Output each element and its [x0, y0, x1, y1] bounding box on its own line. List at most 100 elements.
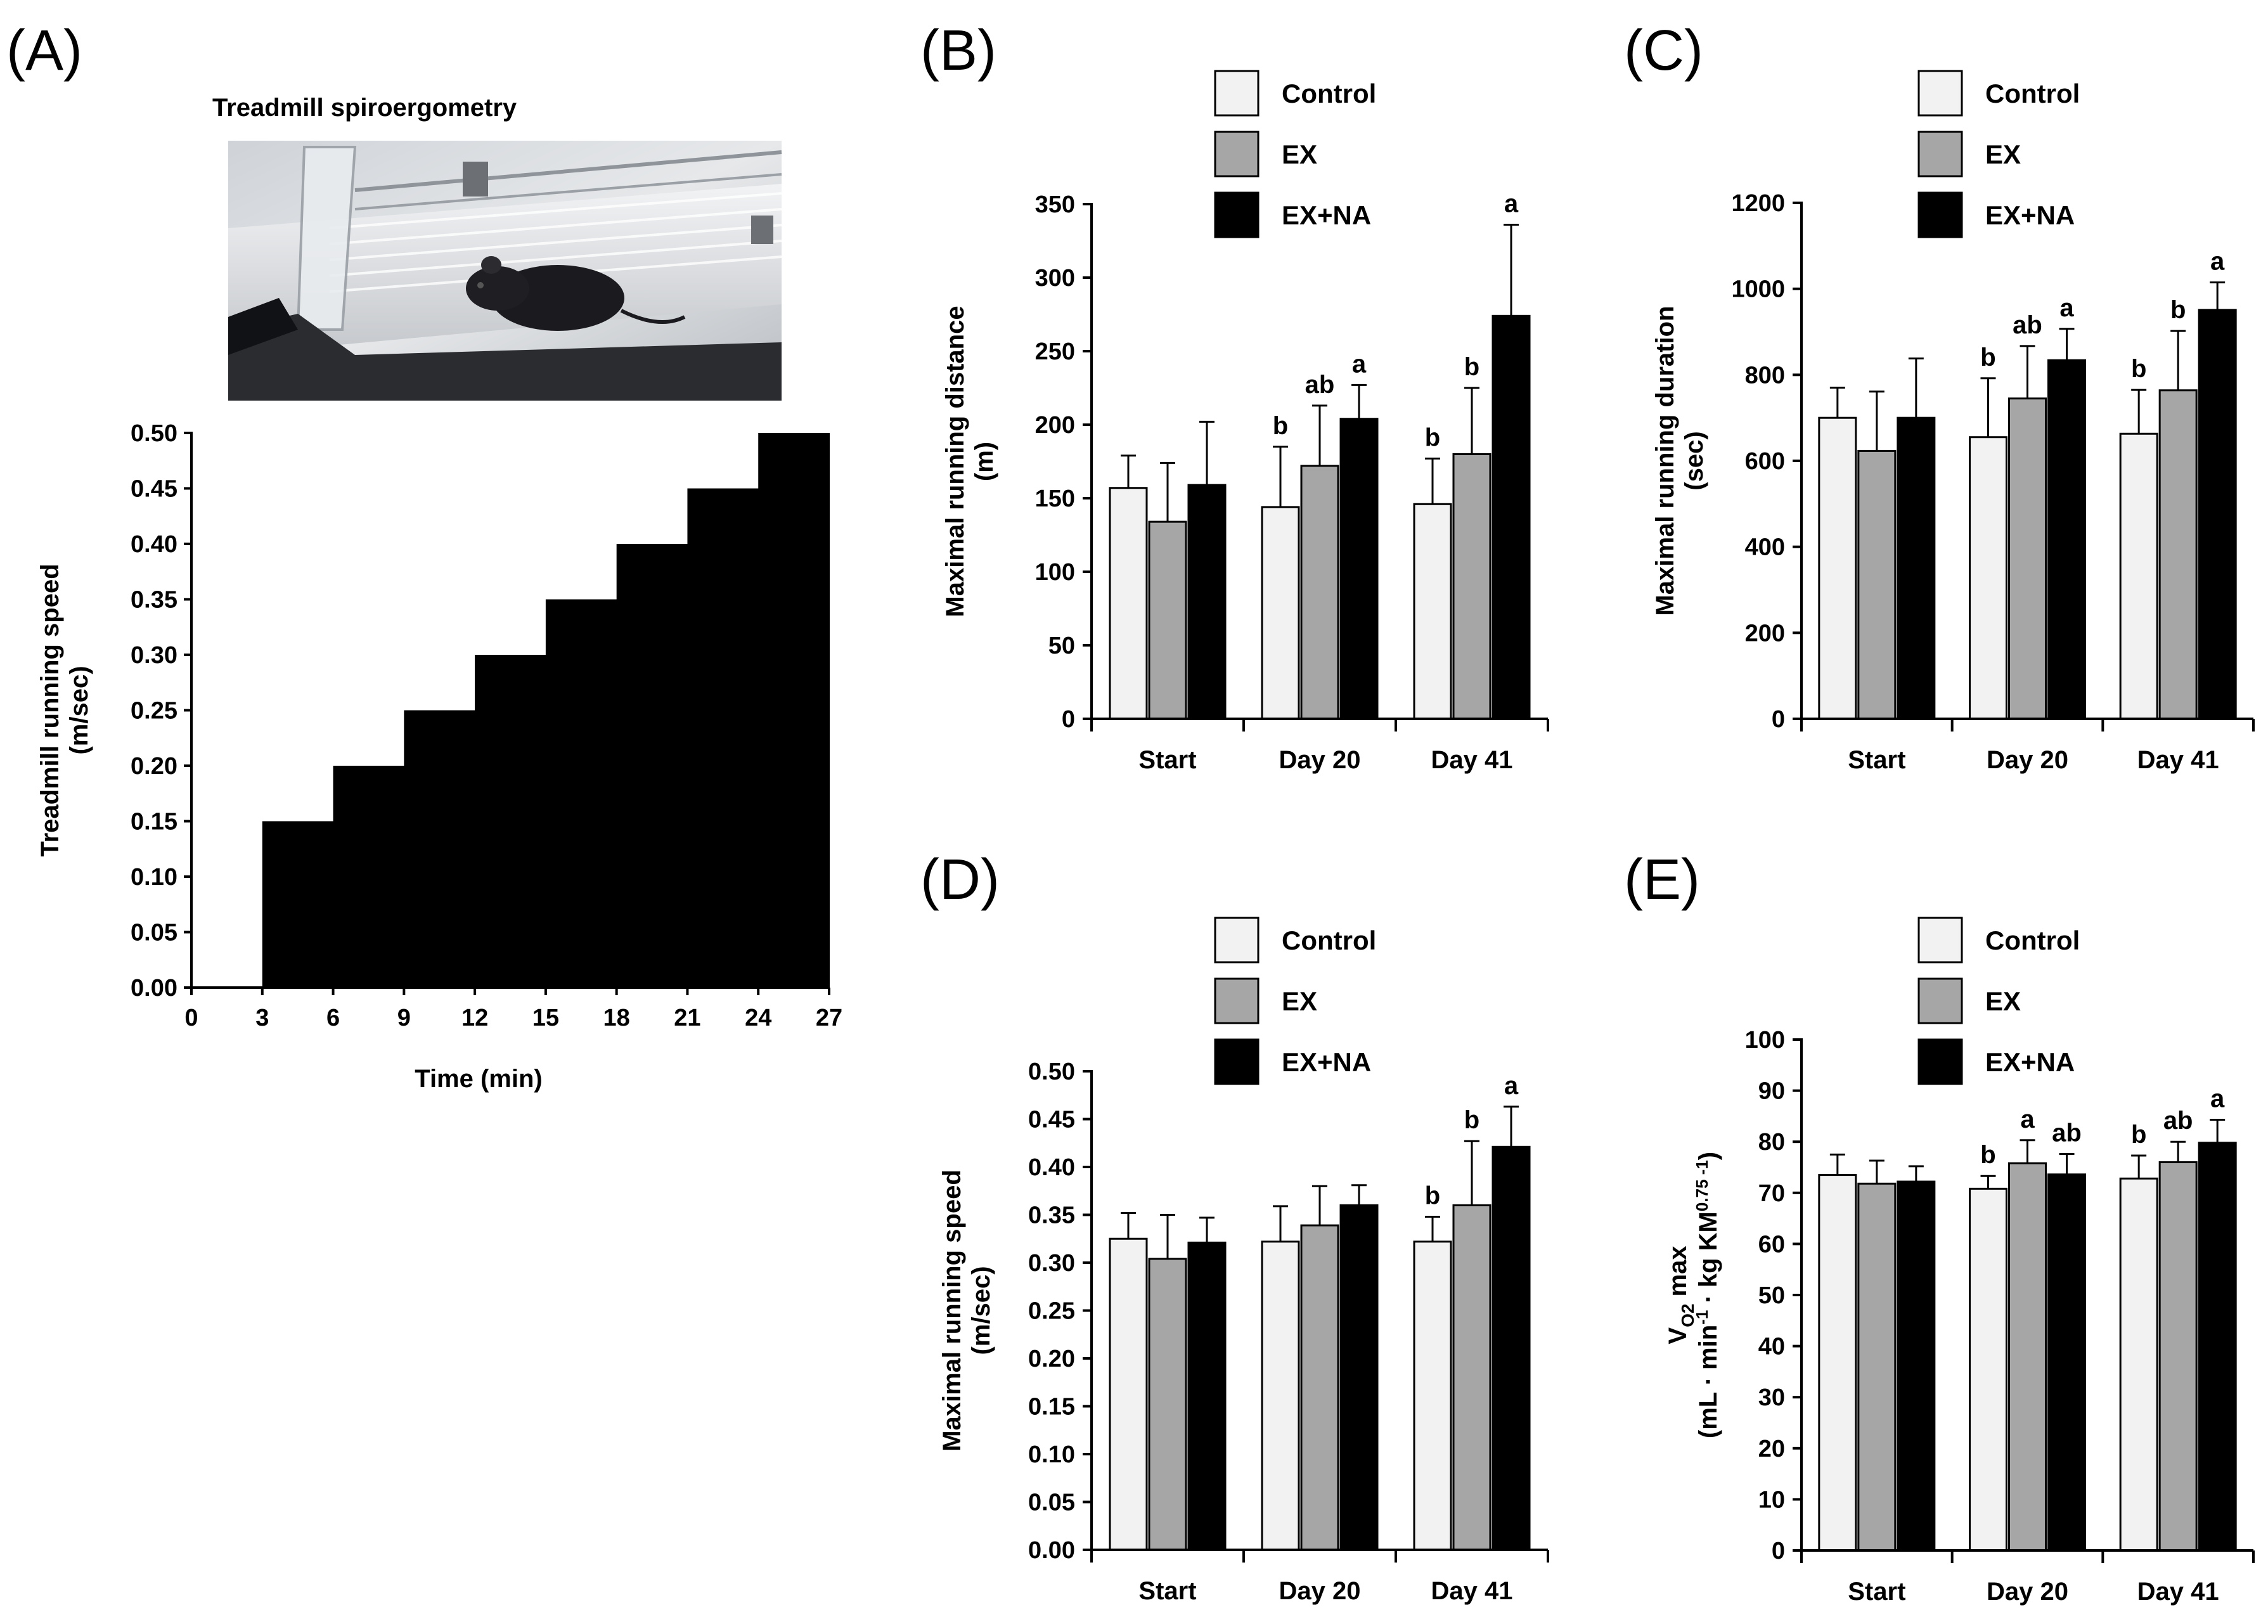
bar-control-day-41: [2119, 1177, 2158, 1552]
y-tick-label: 0.40: [1028, 1154, 1075, 1181]
x-category-label: Day 20: [1279, 1577, 1361, 1605]
bar-ex-day-41: [1452, 453, 1492, 720]
bar-ex-na-day-41: [2198, 1142, 2237, 1552]
legend-label-ex-na: EX+NA: [1282, 200, 1371, 230]
x-category-label: Start: [1848, 746, 1905, 774]
y-tick-label: 0: [1062, 706, 1075, 733]
panel-letter-a: (A): [6, 19, 82, 82]
bar-control-start: [1109, 1237, 1148, 1551]
legend-label-ex: EX: [1282, 986, 1317, 1016]
y-axis-label-line: (sec): [1680, 431, 1708, 490]
bar-control-day-41: [2119, 432, 2158, 720]
y-tick-label: 40: [1758, 1334, 1785, 1360]
panel-letter-d: (D): [920, 848, 1000, 912]
step-bar: [333, 766, 405, 988]
panel-letter-b: (B): [920, 19, 996, 82]
legend-label-ex-na: EX+NA: [1985, 1047, 2075, 1077]
step-bar: [475, 655, 546, 988]
x-tick-label: 27: [816, 1005, 842, 1031]
x-category-label: Day 41: [2137, 746, 2219, 774]
y-tick-label: 0.45: [131, 476, 177, 503]
legend-swatch-ex-na: [1917, 1038, 1963, 1085]
bar-ex-na-day-41: [1492, 314, 1531, 720]
y-tick-label: 300: [1035, 265, 1075, 292]
y-tick-label: 0.20: [131, 753, 177, 780]
y-tick-label: 0.50: [1028, 1059, 1075, 1085]
x-category-label: Day 20: [1987, 1578, 2068, 1606]
y-axis-label: Maximal running duration(sec): [1651, 306, 1708, 616]
significance-label: b: [2131, 1121, 2146, 1149]
x-axis-label: Time (min): [415, 1065, 543, 1093]
y-tick-label: 0.45: [1028, 1107, 1075, 1133]
y-axis-label-line: Treadmill running speed: [36, 564, 64, 856]
panel-letter-e: (E): [1624, 848, 1700, 912]
x-category-label: Day 41: [2137, 1578, 2219, 1606]
bar-control-start: [1818, 416, 1857, 720]
bar-ex-day-41: [1452, 1204, 1492, 1551]
y-tick-label: 10: [1758, 1486, 1785, 1513]
y-tick-label: 250: [1035, 338, 1075, 365]
y-tick-label: 0: [1772, 1538, 1785, 1564]
x-tick-label: 15: [532, 1005, 559, 1031]
y-tick-label: 0.40: [131, 531, 177, 558]
x-category-label: Day 41: [1431, 746, 1513, 774]
legend-label-control: Control: [1985, 79, 2080, 108]
y-tick-label: 0.50: [131, 420, 177, 447]
bar-ex-na-day-20: [2047, 359, 2086, 720]
y-tick-label: 0.15: [1028, 1394, 1075, 1421]
x-tick-label: 9: [397, 1005, 411, 1031]
x-tick-label: 18: [603, 1005, 630, 1031]
x-category-label: Day 41: [1431, 1577, 1513, 1605]
y-tick-label: 0.10: [1028, 1441, 1075, 1468]
legend-swatch-control: [1917, 917, 1963, 963]
y-tick-label: 0.30: [131, 642, 177, 669]
bar-ex-na-day-41: [1492, 1145, 1531, 1551]
bar-control-start: [1109, 487, 1148, 720]
significance-label: b: [1464, 353, 1479, 381]
chart-a-treadmill-protocol: 0.00 0.05 0.10 0.15 0.20 0.25 0.30 0.35 0.40 0.45…: [36, 420, 842, 1093]
y-tick-label: 0.10: [131, 864, 177, 891]
y-axis-label-line: V: [1664, 1327, 1692, 1344]
legend-label-ex: EX: [1282, 139, 1317, 169]
legend-swatch-ex-na: [1917, 191, 1963, 238]
legend-swatch-control: [1214, 917, 1260, 963]
y-tick-label: 80: [1758, 1129, 1785, 1156]
significance-label: a: [2210, 1085, 2225, 1113]
x-category-label: Start: [1138, 746, 1196, 774]
significance-label: b: [1273, 412, 1288, 440]
y-tick-label: 1200: [1731, 190, 1785, 217]
y-tick-label: 200: [1745, 620, 1785, 647]
y-tick-label: 70: [1758, 1180, 1785, 1207]
bar-control-start: [1818, 1174, 1857, 1552]
legend-swatch-ex-na: [1214, 191, 1260, 238]
y-axis-label-line: Maximal running distance: [941, 306, 969, 617]
bar-ex-start: [1857, 1182, 1897, 1552]
y-axis-label-rest: ): [1694, 1152, 1722, 1160]
y-tick-label: 0.25: [131, 698, 177, 725]
y-axis-label-line: Maximal running speed: [938, 1170, 966, 1452]
y-axis-label-line: (m/sec): [65, 666, 93, 754]
significance-label: b: [1464, 1106, 1479, 1134]
step-bar: [616, 544, 688, 988]
x-tick-label: 21: [674, 1005, 700, 1031]
y-axis-label: Maximal running speed(m/sec): [938, 1170, 995, 1452]
significance-label: a: [1352, 350, 1367, 378]
panel-letter-c: (C): [1624, 19, 1703, 82]
y-tick-label: 0.05: [131, 920, 177, 946]
legend-swatch-ex: [1214, 131, 1260, 177]
x-tick-label: 24: [745, 1005, 771, 1031]
y-tick-label: 200: [1035, 412, 1075, 439]
y-axis-label-rest: max: [1664, 1246, 1692, 1303]
significance-label: a: [2210, 247, 2225, 275]
y-tick-label: 350: [1035, 191, 1075, 218]
y-axis-label-sub: O2: [1678, 1304, 1698, 1327]
y-axis-label-rest: · kg KM: [1694, 1211, 1722, 1310]
significance-label: ab: [1305, 371, 1335, 399]
y-tick-label: 0.00: [1028, 1537, 1075, 1564]
significance-label: a: [2020, 1105, 2035, 1133]
bar-ex-na-start: [1897, 1180, 1936, 1552]
mouse-on-treadmill-photo: [228, 141, 782, 401]
legend-label-control: Control: [1282, 79, 1376, 108]
